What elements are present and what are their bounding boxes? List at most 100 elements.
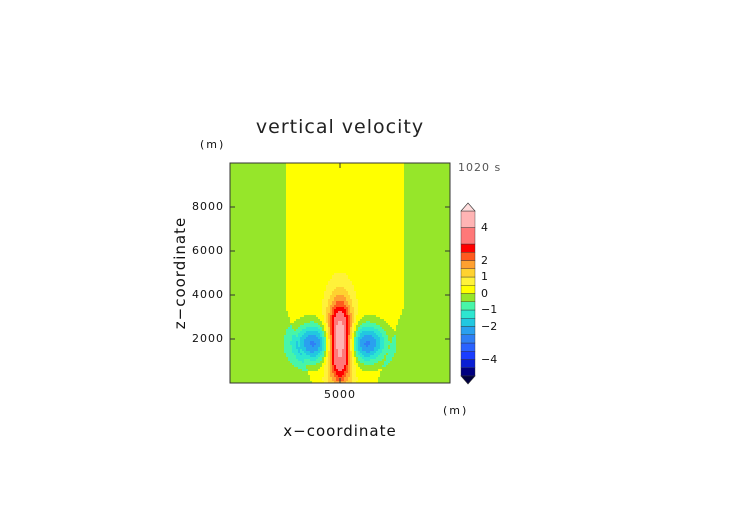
field-cell xyxy=(236,205,239,208)
field-cell xyxy=(378,193,381,196)
field-cell xyxy=(356,175,359,178)
field-cell xyxy=(260,189,263,192)
field-cell xyxy=(264,213,267,216)
field-cell xyxy=(246,251,249,254)
field-cell xyxy=(280,247,283,250)
field-cell xyxy=(324,173,327,176)
field-cell xyxy=(242,221,245,224)
field-cell xyxy=(230,197,233,200)
field-cell xyxy=(308,185,311,188)
field-cell xyxy=(254,253,257,256)
field-cell xyxy=(350,185,353,188)
field-cell xyxy=(388,171,391,174)
field-cell xyxy=(302,173,305,176)
field-cell xyxy=(268,233,271,236)
field-cell xyxy=(310,167,313,170)
field-cell xyxy=(236,239,239,242)
field-cell xyxy=(318,223,321,226)
field-cell xyxy=(380,211,383,214)
field-cell xyxy=(426,163,429,166)
field-cell xyxy=(244,245,247,248)
field-cell xyxy=(444,203,447,206)
field-cell xyxy=(440,221,443,224)
field-cell xyxy=(284,217,287,220)
field-cell xyxy=(282,213,285,216)
field-cell xyxy=(296,195,299,198)
field-cell xyxy=(446,193,449,196)
field-cell xyxy=(408,169,411,172)
field-cell xyxy=(236,251,239,254)
field-cell xyxy=(246,181,249,184)
field-cell xyxy=(276,235,279,238)
field-cell xyxy=(344,179,347,182)
field-cell xyxy=(342,247,345,250)
field-cell xyxy=(388,179,391,182)
field-cell xyxy=(382,217,385,220)
field-cell xyxy=(242,249,245,252)
field-cell xyxy=(330,189,333,192)
field-cell xyxy=(316,173,319,176)
field-cell xyxy=(244,223,247,226)
field-cell xyxy=(420,167,423,170)
field-cell xyxy=(242,175,245,178)
field-cell xyxy=(288,165,291,168)
field-cell xyxy=(436,209,439,212)
field-cell xyxy=(396,195,399,198)
field-cell xyxy=(386,243,389,246)
field-cell xyxy=(424,223,427,226)
field-cell xyxy=(374,247,377,250)
field-cell xyxy=(404,229,407,232)
field-cell xyxy=(382,211,385,214)
field-cell xyxy=(280,223,283,226)
field-cell xyxy=(338,173,341,176)
field-cell xyxy=(242,227,245,230)
field-cell xyxy=(250,243,253,246)
field-cell xyxy=(384,249,387,252)
field-cell xyxy=(332,169,335,172)
field-cell xyxy=(296,183,299,186)
field-cell xyxy=(238,251,241,254)
time-label: 1020 s xyxy=(458,161,502,174)
field-cell xyxy=(386,191,389,194)
field-cell xyxy=(446,203,449,206)
field-cell xyxy=(364,201,367,204)
field-cell xyxy=(360,195,363,198)
field-cell xyxy=(416,199,419,202)
field-cell xyxy=(266,241,269,244)
field-cell xyxy=(256,233,259,236)
field-cell xyxy=(290,189,293,192)
field-cell xyxy=(402,237,405,240)
field-cell xyxy=(302,229,305,232)
field-cell xyxy=(362,213,365,216)
field-cell xyxy=(276,167,279,170)
field-cell xyxy=(404,187,407,190)
field-cell xyxy=(420,197,423,200)
field-cell xyxy=(310,193,313,196)
field-cell xyxy=(376,163,379,166)
field-cell xyxy=(234,177,237,180)
field-cell xyxy=(446,251,449,254)
field-cell xyxy=(272,173,275,176)
field-cell xyxy=(338,223,341,226)
field-cell xyxy=(306,225,309,228)
field-cell xyxy=(408,233,411,236)
field-cell xyxy=(276,211,279,214)
field-cell xyxy=(278,177,281,180)
field-cell xyxy=(436,237,439,240)
field-cell xyxy=(430,201,433,204)
field-cell xyxy=(370,227,373,230)
field-cell xyxy=(240,193,243,196)
field-cell xyxy=(382,221,385,224)
field-cell xyxy=(332,185,335,188)
field-cell xyxy=(384,171,387,174)
field-cell xyxy=(294,229,297,232)
field-cell xyxy=(388,205,391,208)
field-cell xyxy=(398,183,401,186)
field-cell xyxy=(432,213,435,216)
field-cell xyxy=(390,205,393,208)
field-cell xyxy=(316,189,319,192)
field-cell xyxy=(380,229,383,232)
field-cell xyxy=(272,203,275,206)
field-cell xyxy=(238,211,241,214)
field-cell xyxy=(444,191,447,194)
